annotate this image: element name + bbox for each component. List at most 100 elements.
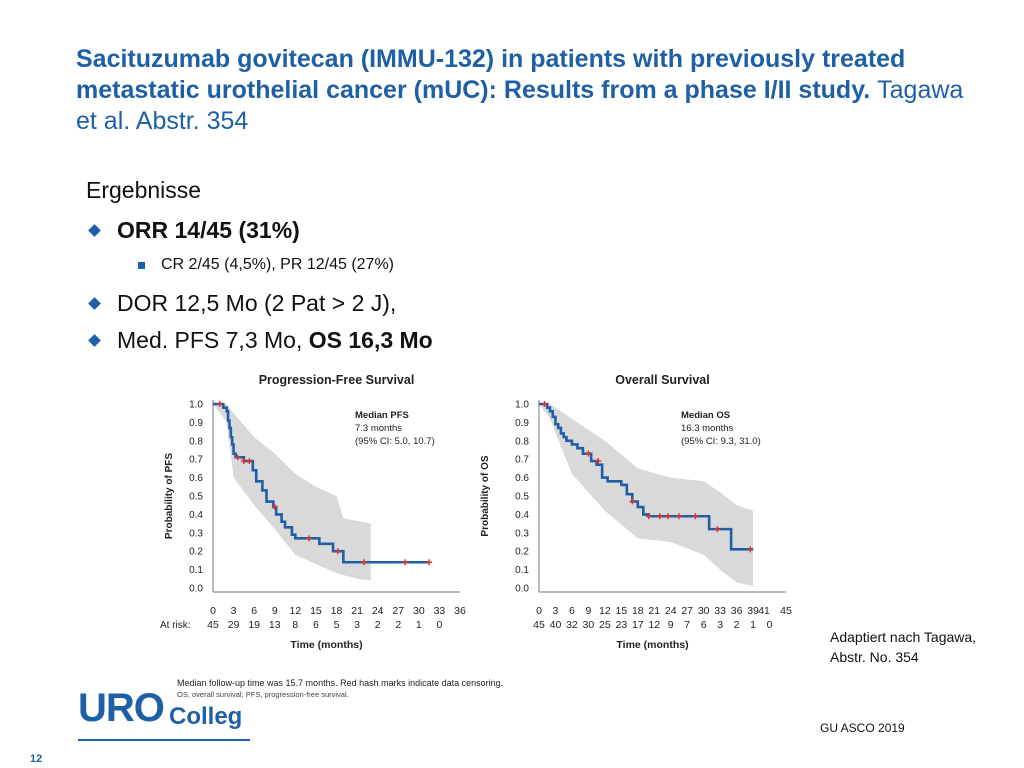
y-tick-label: 0.4 <box>515 510 529 521</box>
at-risk-count: 6 <box>701 619 707 631</box>
x-tick-label: 15 <box>615 605 627 617</box>
y-tick-label: 0.8 <box>189 436 203 447</box>
censor-mark <box>541 401 548 407</box>
y-tick-label: 0.5 <box>189 492 203 503</box>
censor-mark <box>692 513 699 520</box>
censor-mark <box>240 458 247 465</box>
at-risk-count: 1 <box>416 619 422 631</box>
confidence-band <box>213 404 371 581</box>
at-risk-count: 3 <box>717 619 723 631</box>
y-tick-label: 0.1 <box>189 565 203 576</box>
censor-mark <box>334 548 341 555</box>
at-risk-count: 8 <box>292 619 298 631</box>
y-tick-label: 0.0 <box>515 584 529 595</box>
y-tick-label: 0.3 <box>189 528 203 539</box>
censor-mark <box>595 458 602 465</box>
y-tick-label: 1.0 <box>515 400 529 411</box>
x-tick-label: 18 <box>331 605 343 617</box>
x-tick-label: 0 <box>536 605 542 617</box>
y-tick-label: 0.0 <box>189 584 203 595</box>
at-risk-count: 2 <box>734 619 740 631</box>
section-heading: Ergebnisse <box>86 177 202 203</box>
y-tick-label: 0.9 <box>515 418 529 429</box>
at-risk-count: 45 <box>533 619 545 631</box>
censor-mark <box>629 498 636 505</box>
logo-underline <box>78 739 250 741</box>
x-tick-label: 39 <box>747 605 759 617</box>
x-tick-label: 0 <box>210 605 216 617</box>
censor-mark <box>234 454 241 461</box>
page-number: 12 <box>30 753 43 765</box>
censor-mark <box>216 401 223 407</box>
at-risk-count: 3 <box>354 619 360 631</box>
x-tick-label: 33 <box>434 605 446 617</box>
bullet-dor: DOR 12,5 Mo (2 Pat > 2 J), <box>86 290 396 317</box>
bullet-pfs-text: Med. PFS 7,3 Mo, <box>117 327 309 353</box>
y-tick-label: 0.5 <box>515 492 529 503</box>
survival-curve <box>213 402 430 564</box>
at-risk-count: 17 <box>632 619 644 631</box>
x-tick-label: 3 <box>553 605 559 617</box>
x-tick-label: 36 <box>454 605 466 617</box>
diamond-bullet-icon <box>88 334 101 347</box>
pfs-chart: Progression-Free Survival 0.0 0.1 0.2 0.3 0.4… <box>160 373 466 651</box>
x-tick-label: 27 <box>681 605 693 617</box>
at-risk-count: 1 <box>750 619 756 631</box>
x-tick-label: 12 <box>599 605 611 617</box>
at-risk-count: 45 <box>207 619 219 631</box>
censor-mark <box>645 513 652 520</box>
y-tick-label: 0.7 <box>515 455 529 466</box>
median-label: Median PFS <box>355 410 409 421</box>
y-tick-label: 0.6 <box>515 473 529 484</box>
censor-mark <box>306 535 313 542</box>
x-tick-label: 45 <box>780 605 792 617</box>
at-risk-count: 19 <box>248 619 260 631</box>
x-tick-label: 15 <box>310 605 322 617</box>
at-risk-count: 5 <box>334 619 340 631</box>
confidence-band <box>539 404 754 587</box>
median-value: 16.3 months <box>681 423 734 434</box>
x-tick-label: 6 <box>569 605 575 617</box>
median-ci: (95% CI: 5.0, 10.7) <box>355 436 435 447</box>
diamond-bullet-icon <box>88 224 101 237</box>
censor-mark <box>585 450 592 457</box>
censor-mark <box>360 559 367 566</box>
x-tick-label: 30 <box>413 605 425 617</box>
censor-mark <box>714 526 721 533</box>
censor-mark <box>675 513 682 520</box>
footnote: Median follow-up time was 15.7 months. R… <box>177 678 503 700</box>
logo-uro-text: URO <box>78 686 165 730</box>
at-risk-count: 9 <box>668 619 674 631</box>
slide-title: Sacituzumab govitecan (IMMU-132) in pati… <box>76 44 976 137</box>
censor-mark <box>426 559 433 566</box>
at-risk-count: 0 <box>436 619 442 631</box>
x-tick-label: 33 <box>714 605 726 617</box>
x-tick-label: 21 <box>351 605 363 617</box>
x-tick-label: 9 <box>585 605 591 617</box>
censor-mark <box>271 504 278 511</box>
x-tick-label: 30 <box>698 605 710 617</box>
x-tick-label: 21 <box>648 605 660 617</box>
source-line-1: Adaptiert nach Tagawa, <box>830 629 977 645</box>
x-tick-label: 24 <box>665 605 677 617</box>
y-tick-label: 0.2 <box>189 547 203 558</box>
at-risk-count: 32 <box>566 619 578 631</box>
y-tick-label: 0.9 <box>189 418 203 429</box>
censor-mark <box>747 546 754 553</box>
censor-mark <box>246 458 253 465</box>
at-risk-count: 2 <box>375 619 381 631</box>
x-tick-label: 3 <box>231 605 237 617</box>
censor-mark <box>664 513 671 520</box>
x-tick-label: 18 <box>632 605 644 617</box>
diamond-bullet-icon <box>88 297 101 310</box>
y-tick-label: 0.1 <box>515 565 529 576</box>
bullet-os-text: OS 16,3 Mo <box>308 327 433 353</box>
at-risk-count: 29 <box>228 619 240 631</box>
at-risk-count: 25 <box>599 619 611 631</box>
survival-curve <box>539 402 754 551</box>
sub-bullet-cr-pr: CR 2/45 (4,5%), PR 12/45 (27%) <box>138 256 394 274</box>
x-axis-label: Time (months) <box>616 639 688 651</box>
at-risk-count: 23 <box>615 619 627 631</box>
y-tick-label: 1.0 <box>189 400 203 411</box>
bullet-dor-text: DOR 12,5 Mo (2 Pat > 2 J), <box>117 290 397 316</box>
